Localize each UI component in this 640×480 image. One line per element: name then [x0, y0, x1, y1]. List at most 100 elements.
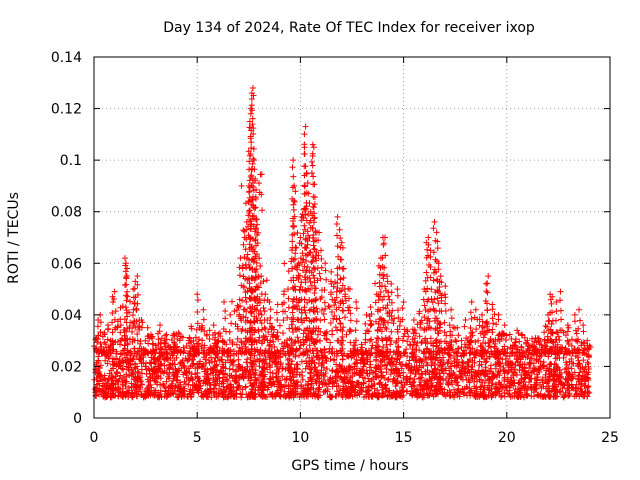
data-point — [484, 289, 491, 296]
data-point — [416, 347, 423, 354]
peak-point — [584, 337, 591, 344]
data-point — [346, 326, 353, 333]
data-point — [169, 360, 176, 367]
data-point — [430, 225, 437, 232]
data-point — [419, 386, 426, 393]
data-point — [327, 339, 334, 346]
x-tick-label: 25 — [601, 430, 619, 446]
data-point — [321, 299, 328, 306]
data-point — [498, 392, 505, 399]
data-point — [202, 373, 209, 380]
data-point — [381, 264, 388, 271]
y-tick-label: 0.04 — [51, 308, 82, 324]
data-point — [281, 260, 288, 267]
data-point — [318, 362, 325, 369]
data-point — [354, 379, 361, 386]
data-point — [228, 359, 235, 366]
peak-point — [250, 157, 257, 164]
data-point — [260, 365, 267, 372]
data-point — [468, 315, 475, 322]
data-point — [406, 360, 413, 367]
data-point — [442, 300, 449, 307]
y-axis-label: ROTI / TECUs — [6, 192, 22, 284]
data-point — [585, 390, 592, 397]
data-point — [290, 206, 297, 213]
data-point — [294, 365, 301, 372]
peak-point — [302, 123, 309, 130]
data-point — [525, 379, 532, 386]
data-point — [258, 311, 265, 318]
data-point — [547, 360, 554, 367]
data-point — [429, 373, 436, 380]
peak-point — [144, 324, 151, 331]
data-point — [424, 383, 431, 390]
y-tick-label: 0.02 — [51, 359, 82, 375]
peak-point — [235, 304, 242, 311]
data-point — [333, 361, 340, 368]
peak-point — [367, 304, 374, 311]
y-tick-labels: 00.020.040.060.080.10.120.14 — [51, 50, 82, 427]
data-point — [434, 245, 441, 252]
data-point — [349, 393, 356, 400]
data-point — [292, 250, 299, 257]
data-point — [542, 323, 549, 330]
data-point — [434, 379, 441, 386]
peak-point — [363, 311, 370, 318]
data-point — [298, 315, 305, 322]
data-point — [460, 390, 467, 397]
data-point — [383, 366, 390, 373]
data-point — [194, 297, 201, 304]
peak-point — [485, 273, 492, 280]
data-point — [208, 394, 215, 401]
data-point — [331, 357, 338, 364]
data-point — [120, 366, 127, 373]
data-point — [151, 391, 158, 398]
peak-point — [245, 182, 252, 189]
data-point — [353, 305, 360, 312]
data-point — [95, 353, 102, 360]
data-point — [404, 338, 411, 345]
peak-point — [262, 291, 269, 298]
data-point — [122, 268, 129, 275]
data-point — [563, 359, 570, 366]
data-point — [484, 307, 491, 314]
data-point — [412, 370, 419, 377]
peak-point — [448, 306, 455, 313]
data-point — [334, 243, 341, 250]
data-point — [575, 357, 582, 364]
data-point — [322, 370, 329, 377]
peak-point — [237, 255, 244, 262]
data-point — [277, 393, 284, 400]
data-point — [478, 376, 485, 383]
peak-point — [431, 219, 438, 226]
data-point — [518, 331, 525, 338]
data-point — [285, 295, 292, 302]
data-point — [174, 377, 181, 384]
peak-point — [565, 324, 572, 331]
data-point — [338, 256, 345, 263]
data-point — [478, 383, 485, 390]
data-point — [564, 337, 571, 344]
data-point — [286, 361, 293, 368]
data-point — [564, 322, 571, 329]
data-point — [580, 328, 587, 335]
data-point — [248, 374, 255, 381]
data-point — [388, 289, 395, 296]
peak-point — [576, 306, 583, 313]
peak-point — [280, 291, 287, 298]
data-point — [333, 220, 340, 227]
data-point — [190, 389, 197, 396]
data-point — [262, 326, 269, 333]
data-point — [131, 300, 138, 307]
data-point — [497, 381, 504, 388]
peak-point — [433, 229, 440, 236]
data-point — [301, 151, 308, 158]
data-point — [200, 354, 207, 361]
data-point — [442, 307, 449, 314]
data-point — [126, 387, 133, 394]
data-point — [127, 358, 134, 365]
data-point — [367, 358, 374, 365]
data-point — [562, 366, 569, 373]
data-point — [334, 271, 341, 278]
